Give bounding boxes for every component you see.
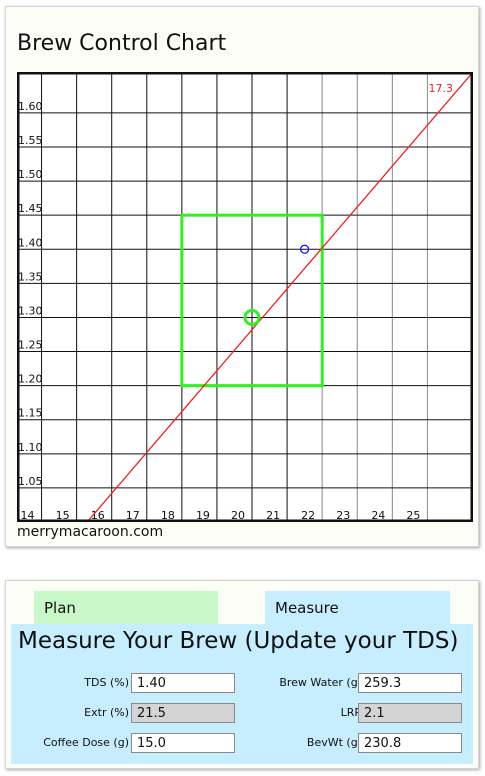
y-tick-label: 1.60 — [18, 100, 43, 113]
extr-label: Extr (%) — [84, 706, 129, 719]
x-tick-label: 24 — [371, 509, 385, 522]
tab-plan[interactable]: Plan — [34, 591, 218, 624]
y-tick-label: 1.05 — [18, 475, 43, 488]
x-tick-label: 25 — [406, 509, 420, 522]
panel-title: Measure Your Brew (Update your TDS) — [18, 628, 459, 654]
y-tick-label: 1.50 — [18, 168, 43, 181]
target-box — [180, 213, 324, 388]
measured-point — [299, 244, 310, 254]
tds-label: TDS (%) — [84, 676, 129, 689]
y-tick-label: 1.10 — [18, 441, 43, 454]
tds-input[interactable] — [131, 673, 235, 693]
lrr-field — [358, 703, 462, 723]
x-tick-label: 18 — [161, 509, 175, 522]
tab-measure[interactable]: Measure — [265, 591, 450, 624]
y-tick-label: 1.20 — [18, 373, 43, 386]
dose-input[interactable] — [131, 733, 235, 753]
y-tick-label: 1.25 — [18, 339, 43, 352]
ratio-line — [86, 72, 473, 522]
x-tick-label: 23 — [336, 509, 350, 522]
brew-water-input[interactable] — [358, 673, 462, 693]
y-tick-label: 1.40 — [18, 236, 43, 249]
x-tick-label: 21 — [266, 509, 280, 522]
bevwt-input[interactable] — [358, 733, 462, 753]
chart-plot-area — [17, 72, 473, 522]
lrr-row: LRR — [11, 703, 473, 723]
bevwt-row: BevWt (g) — [11, 733, 473, 753]
extr-field — [131, 703, 235, 723]
dose-row: Coffee Dose (g) — [11, 733, 473, 753]
x-tick-label: 16 — [91, 509, 105, 522]
x-tick-label: 19 — [196, 509, 210, 522]
brew-card: Plan Measure Measure Your Brew (Update y… — [5, 580, 479, 769]
lrr-label: LRR — [340, 706, 362, 719]
brew-water-row: Brew Water (g) — [11, 673, 473, 693]
y-tick-label: 1.55 — [18, 134, 43, 147]
y-tick-label: 1.15 — [18, 407, 43, 420]
credit-link[interactable]: merrymacaroon.com — [17, 524, 164, 540]
brew-control-chart: 14 15 16 17 18 19 20 21 22 23 24 25 1.05 1.10 1.15 1.20… — [17, 72, 473, 522]
bevwt-label: BevWt (g) — [306, 736, 362, 749]
ratio-line-label: 17.3 — [429, 82, 454, 95]
tds-row: TDS (%) — [11, 673, 473, 693]
dose-label: Coffee Dose (g) — [43, 736, 129, 749]
chart-frame — [17, 72, 473, 522]
measure-panel: Measure Your Brew (Update your TDS) TDS … — [11, 624, 473, 764]
extr-row: Extr (%) — [11, 703, 473, 723]
x-tick-label: 17 — [126, 509, 140, 522]
chart-card: Brew Control Chart 14 15 16 17 18 19 20 21 22 23 2… — [5, 6, 479, 547]
x-tick-label: 20 — [231, 509, 245, 522]
target-center-marker — [243, 308, 261, 326]
chart-title: Brew Control Chart — [17, 31, 227, 56]
y-tick-label: 1.35 — [18, 270, 43, 283]
brew-water-label: Brew Water (g) — [279, 676, 362, 689]
y-tick-label: 1.30 — [18, 304, 43, 317]
y-tick-label: 1.45 — [18, 202, 43, 215]
x-tick-label: 15 — [56, 509, 70, 522]
x-tick-label: 14 — [21, 509, 35, 522]
x-tick-label: 22 — [301, 509, 315, 522]
